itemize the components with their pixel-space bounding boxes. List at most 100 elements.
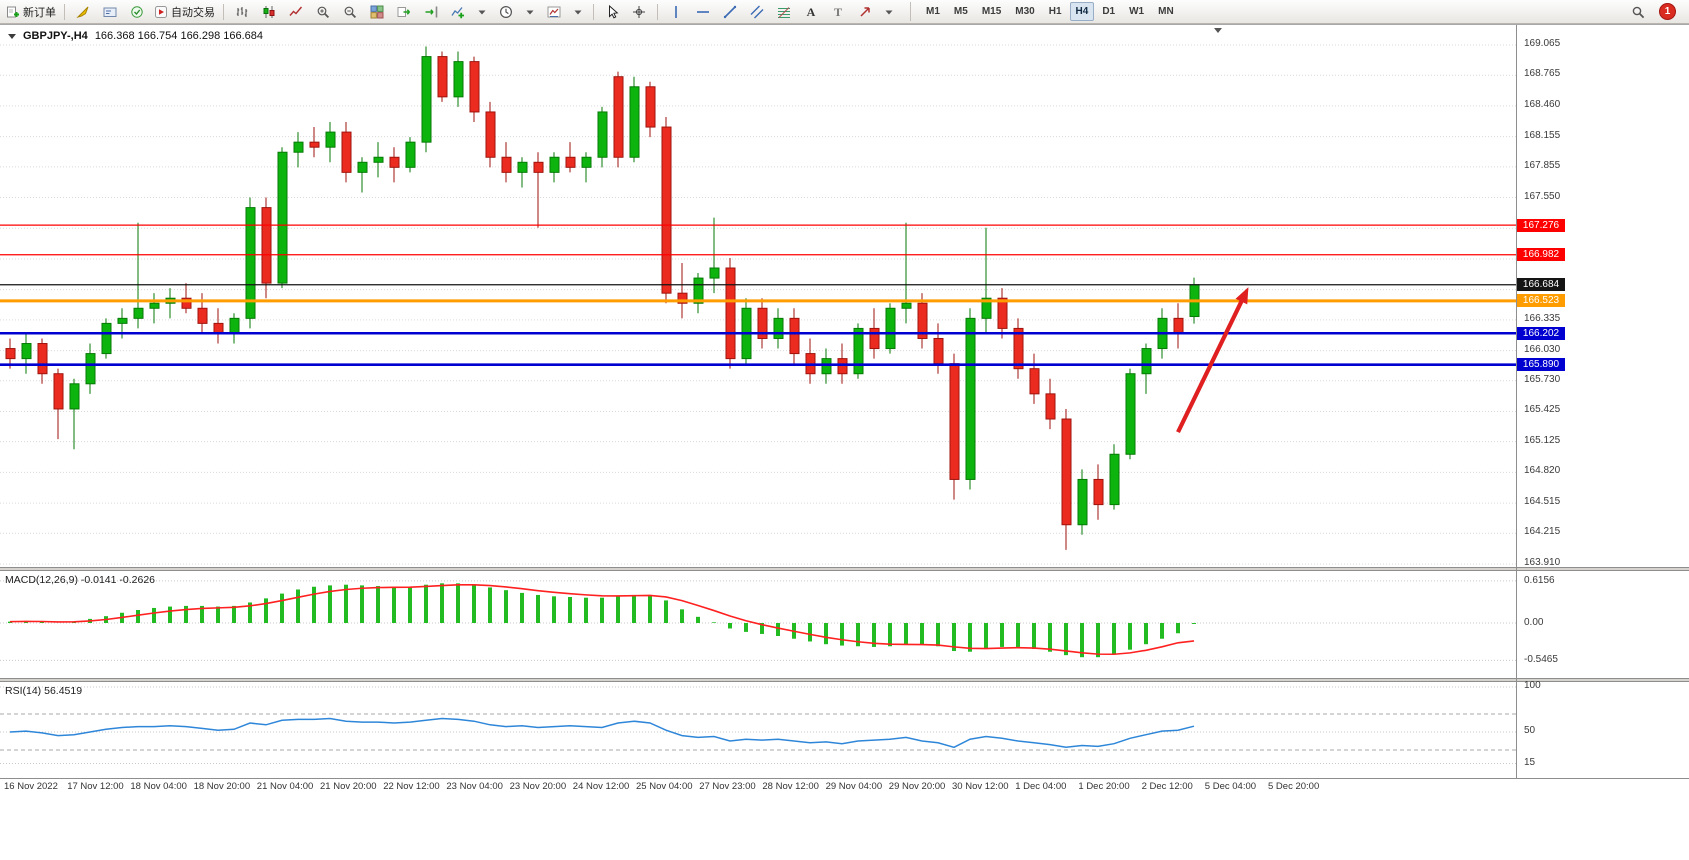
notification-badge[interactable]: 1 [1659, 3, 1676, 20]
search-button[interactable] [1625, 1, 1651, 23]
price-axis-label: 165.730 [1524, 373, 1561, 385]
templates-button[interactable] [541, 1, 567, 23]
time-axis-label: 23 Nov 04:00 [446, 781, 503, 792]
timeframe-m15-button[interactable]: M15 [981, 6, 1002, 17]
price-tag-166.523: 166.523 [1517, 294, 1565, 308]
toolbar-right-group: 1 [1625, 1, 1686, 23]
arrows-dropdown-button[interactable] [879, 1, 899, 23]
macd-panel[interactable] [0, 571, 1516, 678]
time-axis-label: 27 Nov 23:00 [699, 781, 756, 792]
channel-icon [750, 5, 764, 18]
strategy-tester-button[interactable] [124, 1, 150, 23]
periods-dropdown-button[interactable] [520, 1, 540, 23]
grid-layer [0, 44, 1516, 565]
price-tag-166.202: 166.202 [1517, 326, 1565, 340]
chart-shift-button[interactable] [418, 1, 444, 23]
indicators-button[interactable] [445, 1, 471, 23]
price-axis[interactable]: 169.065 168.765 168.460 168.155 167.855 167.5… [1517, 25, 1689, 778]
rsi-axis-label: 15 [1524, 756, 1536, 768]
time-axis-label: 18 Nov 04:00 [130, 781, 187, 792]
time-axis-label: 2 Dec 12:00 [1141, 781, 1193, 792]
templates-dropdown-button[interactable] [568, 1, 588, 23]
time-axis-label: 17 Nov 12:00 [67, 781, 124, 792]
main-chart[interactable] [0, 27, 1516, 567]
price-axis-label: 166.335 [1524, 312, 1561, 324]
zoom-out-button[interactable] [337, 1, 363, 23]
text-label-button[interactable]: T [825, 1, 851, 23]
auto-trading-button[interactable]: 自动交易 [151, 1, 218, 23]
time-axis-label: 29 Nov 04:00 [825, 781, 883, 792]
toolbar: 新订单 自动交易 A T M1 M5 M15 M30 H1 H4 D1 W1 MN 1 [0, 0, 1689, 24]
new-order-icon [7, 6, 19, 17]
template-icon [547, 6, 561, 17]
trend-arrow-annotation[interactable] [1176, 287, 1249, 434]
timeframe-m1-button[interactable]: M1 [926, 6, 940, 17]
timeframe-w1-button[interactable]: W1 [1129, 6, 1145, 17]
crosshair-button[interactable] [626, 1, 652, 23]
autotrade-icon [155, 5, 167, 18]
panel-separator[interactable] [0, 678, 1689, 682]
zoom-in-button[interactable] [310, 1, 336, 23]
crosshair-icon [633, 5, 645, 18]
chart-shift-marker[interactable] [1214, 28, 1222, 33]
candles-icon [263, 5, 275, 18]
auto-scroll-button[interactable] [391, 1, 417, 23]
dropdown-icon [478, 10, 486, 14]
macd-grid-layer [0, 580, 1516, 661]
equidistant-channel-button[interactable] [744, 1, 770, 23]
fibonacci-button[interactable] [771, 1, 797, 23]
price-tag-167.276: 167.276 [1517, 218, 1565, 232]
chart-header: GBPJPY-,H4 166.368 166.754 166.298 166.6… [8, 30, 263, 42]
time-axis-label: 29 Nov 20:00 [888, 781, 946, 792]
price-tag-166.684: 166.684 [1517, 278, 1565, 292]
bars-icon [236, 6, 248, 17]
trendline-button[interactable] [717, 1, 743, 23]
rsi-value: 56.4519 [44, 685, 83, 697]
svg-text:A: A [807, 5, 816, 19]
search-icon [1632, 6, 1645, 18]
timeframe-m5-button[interactable]: M5 [953, 6, 968, 17]
zoom-in-icon [317, 6, 330, 18]
price-axis-label: 167.550 [1524, 190, 1561, 202]
tile-icon [370, 5, 384, 18]
new-order-button[interactable]: 新订单 [3, 1, 59, 23]
chart-window: GBPJPY-,H4 166.368 166.754 166.298 166.6… [0, 24, 1689, 796]
text-tool-button[interactable]: A [798, 1, 824, 23]
price-tag-165.890: 165.890 [1517, 358, 1565, 372]
line-chart-button[interactable] [283, 1, 309, 23]
rsi-panel[interactable] [0, 682, 1516, 778]
arrows-tool-button[interactable] [852, 1, 878, 23]
cursor-button[interactable] [599, 1, 625, 23]
timeframe-h1-button[interactable]: H1 [1048, 6, 1062, 17]
metaeditor-button[interactable] [70, 1, 96, 23]
bar-chart-button[interactable] [229, 1, 255, 23]
timeframe-h4-button[interactable]: H4 [1069, 2, 1095, 21]
price-tag-166.982: 166.982 [1517, 248, 1565, 262]
price-axis-divider [1516, 25, 1517, 778]
vertical-line-button[interactable] [663, 1, 689, 23]
timeframe-mn-button[interactable]: MN [1158, 6, 1174, 17]
chart-symbol: GBPJPY-,H4 [23, 30, 88, 42]
toolbar-buttons-group: 新订单 自动交易 A T [3, 1, 899, 23]
price-axis-label: 164.820 [1524, 465, 1561, 477]
horizontal-line-button[interactable] [690, 1, 716, 23]
candlestick-chart-button[interactable] [256, 1, 282, 23]
tile-windows-button[interactable] [364, 1, 390, 23]
macd-signal-line [9, 583, 1195, 656]
price-axis-label: 168.460 [1524, 98, 1561, 110]
time-axis-label: 5 Dec 20:00 [1268, 781, 1320, 792]
macd-axis-label: -0.5465 [1524, 654, 1558, 666]
panel-separator[interactable] [0, 567, 1689, 571]
vline-icon [675, 5, 677, 18]
timeframe-d1-button[interactable]: D1 [1102, 6, 1116, 17]
time-axis[interactable]: 16 Nov 2022 17 Nov 12:00 18 Nov 04:00 18 No… [0, 781, 1689, 797]
periods-button[interactable] [493, 1, 519, 23]
one-click-trading-icon[interactable] [8, 33, 16, 39]
time-axis-label: 23 Nov 20:00 [509, 781, 567, 792]
terminal-button[interactable] [97, 1, 123, 23]
macd-axis-label: 0.00 [1524, 617, 1544, 628]
price-axis-label: 166.030 [1524, 343, 1561, 355]
time-axis-label: 21 Nov 20:00 [320, 781, 377, 792]
timeframe-m30-button[interactable]: M30 [1015, 6, 1035, 17]
indicators-dropdown-button[interactable] [472, 1, 492, 23]
